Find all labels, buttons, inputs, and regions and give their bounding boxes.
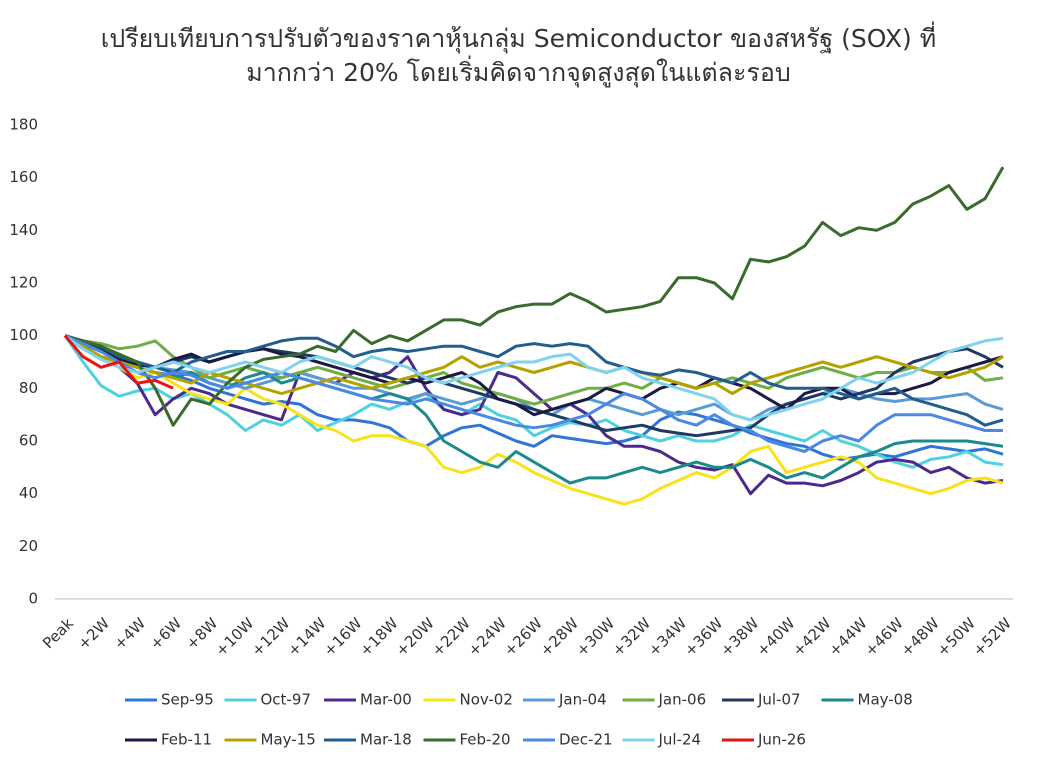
x-tick-label: +18W (356, 614, 402, 660)
legend-label: Sep-95 (161, 691, 214, 709)
series-line (64, 334, 1004, 417)
x-tick-label: Peak (39, 614, 77, 652)
y-tick-label: 80 (19, 379, 38, 397)
x-tick-label: +24W (464, 614, 510, 660)
x-tick-label: +48W (897, 614, 943, 660)
y-tick-label: 0 (28, 590, 38, 608)
series-line (64, 334, 1004, 427)
x-tick-label: +46W (861, 614, 907, 660)
x-tick-label: +28W (536, 614, 582, 660)
legend-label: May-15 (261, 731, 316, 749)
legend-label: Mar-00 (360, 691, 412, 709)
x-tick-label: +20W (392, 614, 438, 660)
x-tick-label: +6W (146, 614, 185, 653)
legend-label: Jun-26 (757, 731, 806, 749)
x-tick-label: +22W (428, 614, 474, 660)
y-tick-label: 120 (9, 274, 38, 292)
legend-label: Feb-20 (460, 731, 511, 749)
legend-label: Feb-11 (161, 731, 212, 749)
x-tick-label: +44W (825, 614, 871, 660)
legend-label: Dec-21 (559, 731, 613, 749)
series-line (64, 334, 1004, 406)
y-tick-label: 40 (19, 484, 38, 502)
series-line (63, 334, 1004, 469)
x-tick-label: +2W (74, 614, 113, 653)
series-line (64, 334, 1003, 453)
series-line (64, 334, 1004, 506)
legend-label: Mar-18 (360, 731, 412, 749)
x-tick-label: +10W (212, 614, 258, 660)
legend-label: Jul-24 (658, 731, 702, 749)
x-tick-label: +52W (969, 614, 1015, 660)
series-line (64, 166, 1005, 427)
x-tick-label: +34W (645, 614, 691, 660)
series-line (63, 334, 174, 390)
x-tick-label: +26W (500, 614, 546, 660)
legend-label: May-08 (858, 691, 913, 709)
y-tick-label: 20 (19, 537, 38, 555)
series-line (64, 334, 1004, 422)
y-tick-label: 60 (19, 432, 38, 450)
legend-label: Jul-07 (757, 691, 801, 709)
y-tick-label: 140 (9, 221, 38, 239)
x-tick-label: +40W (753, 614, 799, 660)
x-tick-label: +42W (789, 614, 835, 660)
y-tick-label: 100 (9, 326, 38, 344)
legend-label: Jan-04 (558, 691, 607, 709)
x-tick-label: +38W (717, 614, 763, 660)
chart-title: เปรียบเทียบการปรับตัวของราคาหุ้นกลุ่ม Se… (100, 24, 937, 87)
x-tick-label: +50W (933, 614, 979, 660)
x-tick-label: +30W (573, 614, 619, 660)
x-tick-label: +36W (681, 614, 727, 660)
legend-label: Jan-06 (658, 691, 707, 709)
x-tick-label: +32W (609, 614, 655, 660)
x-tick-label: +16W (320, 614, 366, 660)
y-tick-label: 160 (9, 168, 38, 186)
series-line (64, 334, 1004, 396)
legend-label: Nov-02 (460, 691, 513, 709)
y-tick-label: 180 (9, 116, 38, 134)
legend-label: Oct-97 (261, 691, 311, 709)
x-tick-label: +12W (248, 614, 294, 660)
x-tick-label: +4W (110, 614, 149, 653)
series-line (64, 334, 1004, 496)
x-tick-label: +14W (284, 614, 330, 660)
